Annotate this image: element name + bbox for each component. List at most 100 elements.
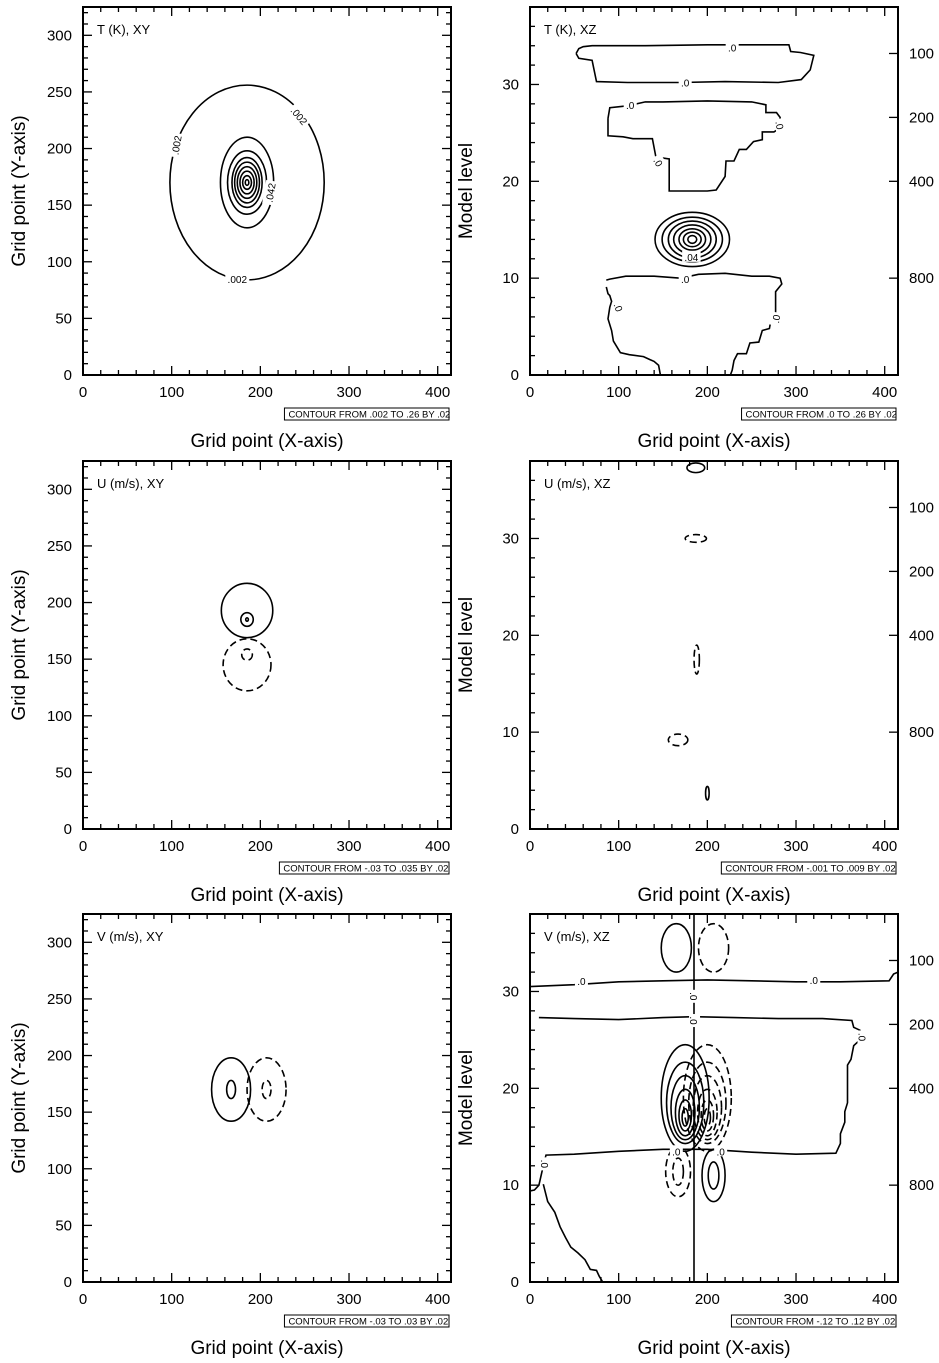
plot-frame [82,460,452,830]
contour-line [210,1057,252,1123]
plot-frame [82,6,452,376]
contour-label: .0 [810,976,819,987]
contour-info-box [278,861,450,875]
y-tick-label: 30 [502,76,519,93]
contour-label-bg [225,272,250,284]
contour-label-group: .0 [623,98,637,112]
contour-label-bg [678,273,692,285]
y-tick-label: 50 [55,764,72,781]
contour-label-group: .002 [225,272,250,286]
panel-4: 100 200 400 800 0 100 200 300 400 0 10 20 30 Grid poi… [456,460,934,906]
contour-label-group: .0 [574,974,588,988]
plot-frame [82,913,452,1283]
contour-label: .002 [170,134,184,156]
contour-line [225,1079,237,1100]
contour-layer [210,1057,287,1123]
x-tick-label: 100 [159,838,184,855]
y-tick-label: 200 [47,141,72,158]
contour-label-group: .0 [650,153,668,171]
y-tick-label: 150 [47,197,72,214]
y-tick-label: 150 [47,651,72,668]
contour-label-bg [623,98,637,110]
negative-contour [667,733,689,747]
right-axis-label: 400 [909,627,934,644]
y-tick-label: 150 [47,1104,72,1121]
contour-label-bg [611,299,627,316]
contour-label-bg [540,1157,552,1171]
plot-frame [529,6,899,376]
negative-contour [703,1107,712,1127]
y-tick-label: 100 [47,1161,72,1178]
y-tick-label: 20 [502,1080,519,1097]
y-tick-label: 300 [47,934,72,951]
y-tick-label: 20 [502,627,519,644]
contour-label: .0 [772,120,784,131]
contour-label-group: .0 [714,1145,728,1158]
x-tick-label: 300 [784,1291,809,1308]
contour-label-group: .0 [768,311,783,327]
x-tick-label: 400 [425,1291,450,1308]
contour-label: .0 [856,1033,867,1042]
y-tick-label: 10 [502,1177,519,1194]
contour-label-bg [689,1014,701,1028]
contour-label: .04 [684,253,698,264]
contour-label-group: .0 [538,1157,552,1171]
contour-line [606,272,783,375]
y-tick-label: 0 [64,1274,72,1291]
x-axis-title: Grid point (X-axis) [637,885,790,906]
contour-line [654,211,731,268]
x-tick-label: 200 [248,1291,273,1308]
contour-line [220,582,274,639]
x-tick-label: 300 [337,838,362,855]
y-tick-label: 10 [502,270,519,287]
contour-line [687,234,698,245]
contour-line [226,150,268,216]
negative-contour [697,922,730,973]
contour-label-bg [768,311,782,327]
contour-line [240,611,255,628]
y-tick-label: 50 [55,310,72,327]
negative-contour [240,648,254,662]
panel-3: 0 100 200 300 400 0 50 100 150 200 250 300 Grid poin… [9,460,452,906]
contour-line [686,462,706,474]
contour-label-bg [574,974,588,986]
x-tick-label: 400 [425,838,450,855]
x-tick-label: 200 [695,838,720,855]
contour-label-group: .042 [262,179,279,206]
contour-label-group: .0 [678,76,692,90]
right-axis-label: 800 [909,724,934,741]
x-tick-label: 300 [784,838,809,855]
contour-label-bg [168,132,184,158]
panel-title: T (K), XY [97,22,151,37]
x-tick-label: 400 [872,838,897,855]
contour-info-text: CONTOUR FROM -.001 TO .009 BY .02 [725,864,895,875]
x-tick-label: 400 [872,1291,897,1308]
contour-line [530,1015,861,1192]
x-tick-label: 100 [159,1291,184,1308]
x-tick-label: 200 [695,384,720,401]
contour-label-group: .0 [687,989,701,1003]
contour-info-text: CONTOUR FROM -.12 TO .12 BY .02 [735,1317,895,1328]
contour-info-box [720,861,897,875]
panel-5: 0 100 200 300 400 0 50 100 150 200 250 300 Grid poin… [9,913,452,1359]
contour-line [236,165,258,200]
x-tick-label: 0 [79,384,87,401]
x-axis-title: Grid point (X-axis) [637,431,790,452]
contour-label-bg [682,250,701,262]
contour-label: .0 [672,1147,681,1158]
contour-label-bg [689,989,701,1003]
x-tick-label: 400 [872,384,897,401]
contour-info-text: CONTOUR FROM -.03 TO .035 BY .02 [283,864,448,875]
contour-label-bg [807,973,821,985]
contour-layer [667,462,710,801]
contour-info-box [741,407,897,421]
contour-line [660,922,693,973]
contour-info-text: CONTOUR FROM -.03 TO .03 BY .02 [288,1317,448,1328]
x-tick-label: 100 [606,384,631,401]
x-axis-title: Grid point (X-axis) [190,885,343,906]
x-axis-title: Grid point (X-axis) [637,1338,790,1359]
plot-frame [529,913,899,1283]
y-tick-label: 300 [47,27,72,44]
contour-label-group: .04 [682,250,701,264]
contour-label-group: .002 [168,132,185,158]
